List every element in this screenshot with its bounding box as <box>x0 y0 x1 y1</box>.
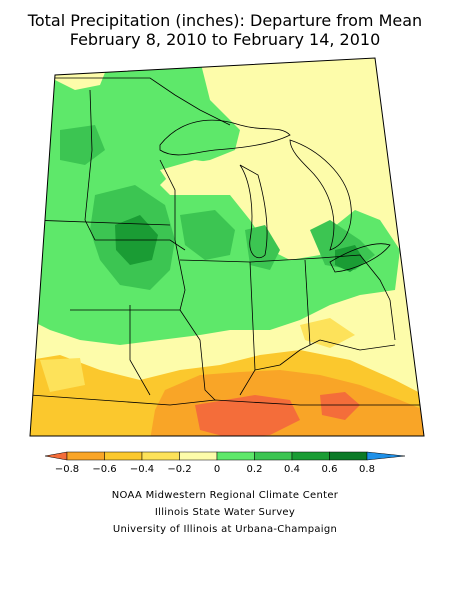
border-oh-pa <box>389 299 396 341</box>
border-canada <box>55 77 231 126</box>
lake-erie-outline <box>329 243 391 273</box>
field-wet-high-2 <box>335 245 365 272</box>
legend-swatch-5 <box>216 451 255 461</box>
credit-line2: Illinois State Water Survey <box>154 507 296 518</box>
legend-tick-label: −0.2 <box>167 464 191 475</box>
lake-huron-outline <box>289 139 352 251</box>
lake-michigan-outline <box>239 164 268 259</box>
border-mn-dakota <box>84 89 93 221</box>
legend-swatch-2 <box>104 451 143 461</box>
border-mn-ia <box>30 219 171 226</box>
legend-tick-label: −0.4 <box>130 464 154 475</box>
border-wi-il <box>179 259 251 263</box>
legend-swatch-7 <box>291 451 330 461</box>
field-wet-moderate-2 <box>180 210 235 260</box>
legend-swatch-6 <box>254 451 293 461</box>
field-dry-slight <box>40 358 85 392</box>
legend-tick-labels: −0.8 −0.6 −0.4 −0.2 0 0.2 0.4 0.6 0.8 <box>55 464 375 475</box>
legend-swatch-0 <box>44 451 68 461</box>
field-dry-slight-2 <box>300 318 355 348</box>
credit-line3: University of Illinois at Urbana-Champai… <box>112 524 338 535</box>
legend-tick-label: −0.8 <box>55 464 79 475</box>
field-near-normal-michigan <box>270 150 345 215</box>
legend-colorbar <box>44 451 406 461</box>
field-dry-high-2 <box>320 392 360 420</box>
border-in-mi <box>249 257 321 263</box>
border-mississippi <box>159 159 216 401</box>
legend-swatch-3 <box>141 451 180 461</box>
legend-tick-label: 0 <box>214 464 220 475</box>
border-mo-ar-tn <box>30 394 424 406</box>
field-near-normal-north <box>160 160 235 195</box>
legend-tick-label: 0.4 <box>284 464 300 475</box>
legend-tick-label: 0.2 <box>247 464 263 475</box>
border-ia-north <box>84 219 186 251</box>
legend-tick-label: 0.6 <box>322 464 338 475</box>
lake-superior-outline <box>159 119 291 156</box>
border-oh-wv <box>319 339 396 351</box>
legend-swatch-1 <box>66 451 105 461</box>
map-title-line2: February 8, 2010 to February 14, 2010 <box>69 30 381 49</box>
field-dry-high <box>195 395 300 436</box>
field-wet-moderate-5 <box>60 125 105 165</box>
legend-swatch-8 <box>329 451 368 461</box>
field-wet-moderate-3 <box>245 225 280 270</box>
border-mo-ks <box>129 305 151 396</box>
legend-tick-label: −0.6 <box>92 464 116 475</box>
legend-tick-label: 0.8 <box>359 464 375 475</box>
credit-line1: NOAA Midwestern Regional Climate Center <box>111 490 339 501</box>
boundaries <box>30 77 424 406</box>
map-title-line1: Total Precipitation (inches): Departure … <box>27 11 423 30</box>
precipitation-fields <box>30 58 424 436</box>
legend-swatch-4 <box>179 451 218 461</box>
map-frame <box>29 57 425 437</box>
legend-swatch-9 <box>366 451 406 461</box>
border-in-oh <box>304 259 311 346</box>
